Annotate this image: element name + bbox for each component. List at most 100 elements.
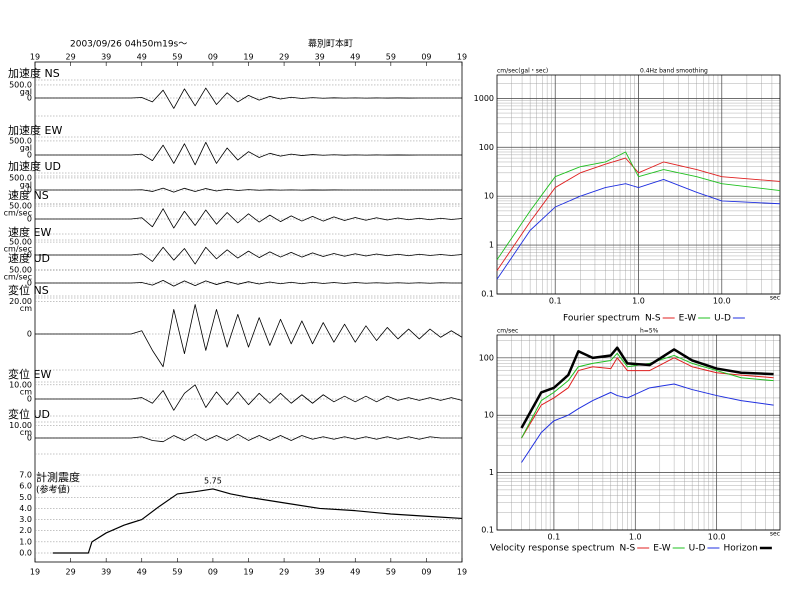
x-tick-label-bottom: 19 xyxy=(243,568,253,577)
x-tick-label-top: 09 xyxy=(421,53,431,62)
trace-tick-label: 0 xyxy=(27,94,32,103)
trace-label: 速度 NS xyxy=(8,188,49,202)
trace-label: 変位 EW xyxy=(8,367,51,381)
waveform-trace xyxy=(35,187,462,193)
trace-tick-label: 0 xyxy=(27,215,32,224)
trace-unit: cm xyxy=(20,428,32,437)
spectrum-line xyxy=(496,157,781,271)
trace-tick-label: 0 xyxy=(27,279,32,288)
x-tick-label: 10.0 xyxy=(708,533,726,542)
x-tick-label-top: 29 xyxy=(65,53,75,62)
record-time: 2003/09/26 04h50m19s～ xyxy=(70,40,187,50)
y-tick-label: 1.0 xyxy=(19,537,32,546)
x-tick-label-top: 19 xyxy=(243,53,253,62)
y-tick-label: 1000 xyxy=(474,94,494,103)
y-tick-label: 6.0 xyxy=(19,482,32,491)
trace-tick-label: 50.00 xyxy=(9,238,32,247)
legend-label: E-W xyxy=(679,314,697,324)
plot-frame xyxy=(496,334,781,531)
waveform-trace xyxy=(35,384,463,411)
trace-tick-label: 0 xyxy=(27,186,32,195)
trace-tick-label: 500.0 xyxy=(9,173,32,182)
x-tick-label: 0.1 xyxy=(548,533,561,542)
y-tick-label: 1 xyxy=(489,468,494,477)
trace-tick-label: 0 xyxy=(27,434,32,443)
y-tick-label: 100 xyxy=(479,353,494,362)
trace-label: 変位 NS xyxy=(8,283,49,297)
y-tick-label: 2.0 xyxy=(19,526,32,535)
trace-tick-label: 0 xyxy=(27,151,32,160)
y-axis-label: 計測震度 xyxy=(36,470,80,484)
x-tick-label-bottom: 19 xyxy=(30,568,40,577)
y-tick-label: 100 xyxy=(479,143,494,152)
y-tick-label: 1 xyxy=(489,241,494,250)
trace-label: 加速度 EW xyxy=(8,123,62,137)
trace-tick-label: 50.00 xyxy=(9,202,32,211)
trace-unit: gal xyxy=(20,143,32,152)
waveform-trace xyxy=(35,304,463,368)
x-tick-label: 1.0 xyxy=(632,297,645,306)
trace-tick-label: 50.00 xyxy=(9,266,32,275)
trace-label: 変位 UD xyxy=(8,407,50,421)
x-tick-label-bottom: 19 xyxy=(457,568,467,577)
x-tick-label-bottom: 09 xyxy=(421,568,431,577)
x-tick-label-top: 39 xyxy=(101,53,111,62)
x-tick-label: 1.0 xyxy=(629,533,642,542)
y-tick-label: 7.0 xyxy=(19,471,32,480)
legend-label: N-S xyxy=(645,314,661,324)
x-tick-label-top: 39 xyxy=(315,53,325,62)
spectrum-line xyxy=(496,151,781,261)
x-tick-label-bottom: 59 xyxy=(386,568,396,577)
y-tick-label: 3.0 xyxy=(19,515,32,524)
y-tick-label: 0.1 xyxy=(481,526,494,535)
x-tick-label-bottom: 39 xyxy=(101,568,111,577)
trace-tick-label: 10.00 xyxy=(9,421,32,430)
trace-tick-label: 10.00 xyxy=(9,380,32,389)
y-tick-label: 0.1 xyxy=(481,290,494,299)
legend-title: Velocity response spectrum xyxy=(490,544,615,554)
y-tick-label: 4.0 xyxy=(19,504,32,513)
spectrum-line xyxy=(521,383,774,463)
x-tick-label-bottom: 59 xyxy=(172,568,182,577)
legend-label: N-S xyxy=(620,544,636,554)
x-unit-label: sec xyxy=(770,295,780,302)
legend-label: E-W xyxy=(653,544,671,554)
spectrum-line xyxy=(521,352,774,439)
y-unit-label: cm/sec xyxy=(497,328,518,335)
trace-tick-label: 0 xyxy=(27,330,32,339)
subtitle: 0.4Hz band smoothing xyxy=(640,68,708,75)
trace-unit: cm xyxy=(20,387,32,396)
waveform-trace xyxy=(35,280,462,287)
plot-frame xyxy=(496,74,781,295)
trace-unit: gal xyxy=(20,87,32,96)
y-axis-sublabel: (参考値) xyxy=(36,484,70,496)
y-unit-label: cm/sec(gal・sec) xyxy=(497,68,548,75)
waveform-trace xyxy=(35,208,463,229)
x-tick-label-top: 59 xyxy=(172,53,182,62)
trace-unit: cm xyxy=(20,304,32,313)
trace-label: 速度 UD xyxy=(8,251,50,265)
trace-tick-label: 0 xyxy=(27,251,32,260)
x-tick-label-top: 19 xyxy=(457,53,467,62)
subtitle: h=5% xyxy=(640,328,659,335)
value-label: 5.75 xyxy=(204,476,222,485)
x-tick-label-bottom: 39 xyxy=(315,568,325,577)
x-unit-label: sec xyxy=(770,531,780,538)
y-tick-label: 10 xyxy=(484,192,494,201)
x-tick-label-bottom: 49 xyxy=(350,568,360,577)
trace-unit: cm/sec xyxy=(4,245,32,254)
trace-tick-label: 20.00 xyxy=(9,297,32,306)
trace-unit: cm/sec xyxy=(4,209,32,218)
waveform-trace xyxy=(35,87,462,109)
x-tick-label: 10.0 xyxy=(713,297,731,306)
y-tick-label: 10 xyxy=(484,411,494,420)
legend-title: Fourier spectrum xyxy=(563,314,640,324)
trace-tick-label: 0 xyxy=(27,395,32,404)
trace-unit: gal xyxy=(20,180,32,189)
y-tick-label: 0.0 xyxy=(19,549,32,558)
waveform-trace xyxy=(35,246,463,265)
trace-label: 速度 EW xyxy=(8,225,51,239)
x-tick-label-bottom: 49 xyxy=(137,568,147,577)
trace-unit: cm/sec xyxy=(4,273,32,282)
